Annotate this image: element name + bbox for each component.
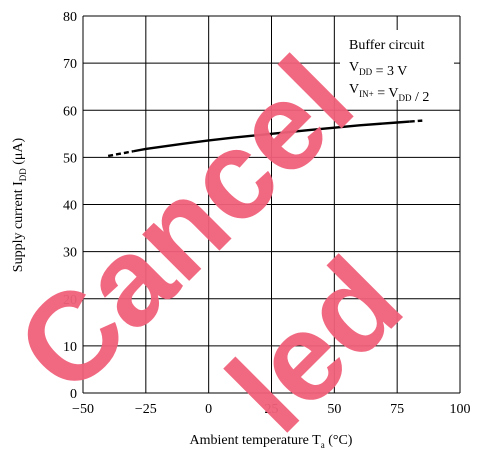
annotation: VIN+ = VDD / 2 [349,82,429,105]
y-tick-label: 40 [63,199,77,214]
x-tick-label: −50 [72,402,94,417]
annotation-text: V [349,82,359,97]
annotation-subscript: DD [359,67,372,77]
y-axis-label-main: Supply current I [11,181,26,272]
y-tick-label: 30 [63,246,77,261]
x-tick-label: 50 [327,402,341,417]
y-tick-label: 80 [63,10,77,25]
x-tick-label: −25 [135,402,157,417]
y-axis-label-sub: DD [18,168,28,181]
x-tick-label: 75 [390,402,404,417]
annotation-subscript: DD [398,93,411,103]
annotation: Buffer circuit [349,38,425,53]
annotation-text: Buffer circuit [349,38,425,53]
annotation-text: = 3 V [372,64,407,79]
y-tick-label: 50 [63,151,77,166]
x-axis-label-unit: (°C) [325,433,353,448]
x-axis-label-sub: a [321,440,325,450]
data-line [409,119,423,123]
data-line [133,120,410,153]
y-tick-label: 0 [70,387,77,402]
annotation-text: / 2 [411,90,429,105]
y-tick-label: 60 [63,104,77,119]
annotation-background [340,30,454,100]
y-tick-label: 70 [63,57,77,72]
y-tick-label: 10 [63,340,77,355]
y-axis-label-unit: (μA) [11,137,26,168]
x-axis-label: Ambient temperature Ta (°C) [190,433,353,450]
annotation-subscript: IN+ [359,89,374,99]
annotation-text: V [349,60,359,75]
x-tick-label: 0 [205,402,212,417]
y-tick-label: 20 [63,293,77,308]
x-axis-label-main: Ambient temperature T [190,433,322,448]
x-tick-label: 100 [450,402,471,417]
x-tick-label: 25 [265,402,279,417]
y-axis-label: Supply current IDD (μA) [11,137,28,272]
data-line [107,150,134,158]
annotation-text: = V [374,86,399,101]
annotation: VDD = 3 V [349,60,407,79]
